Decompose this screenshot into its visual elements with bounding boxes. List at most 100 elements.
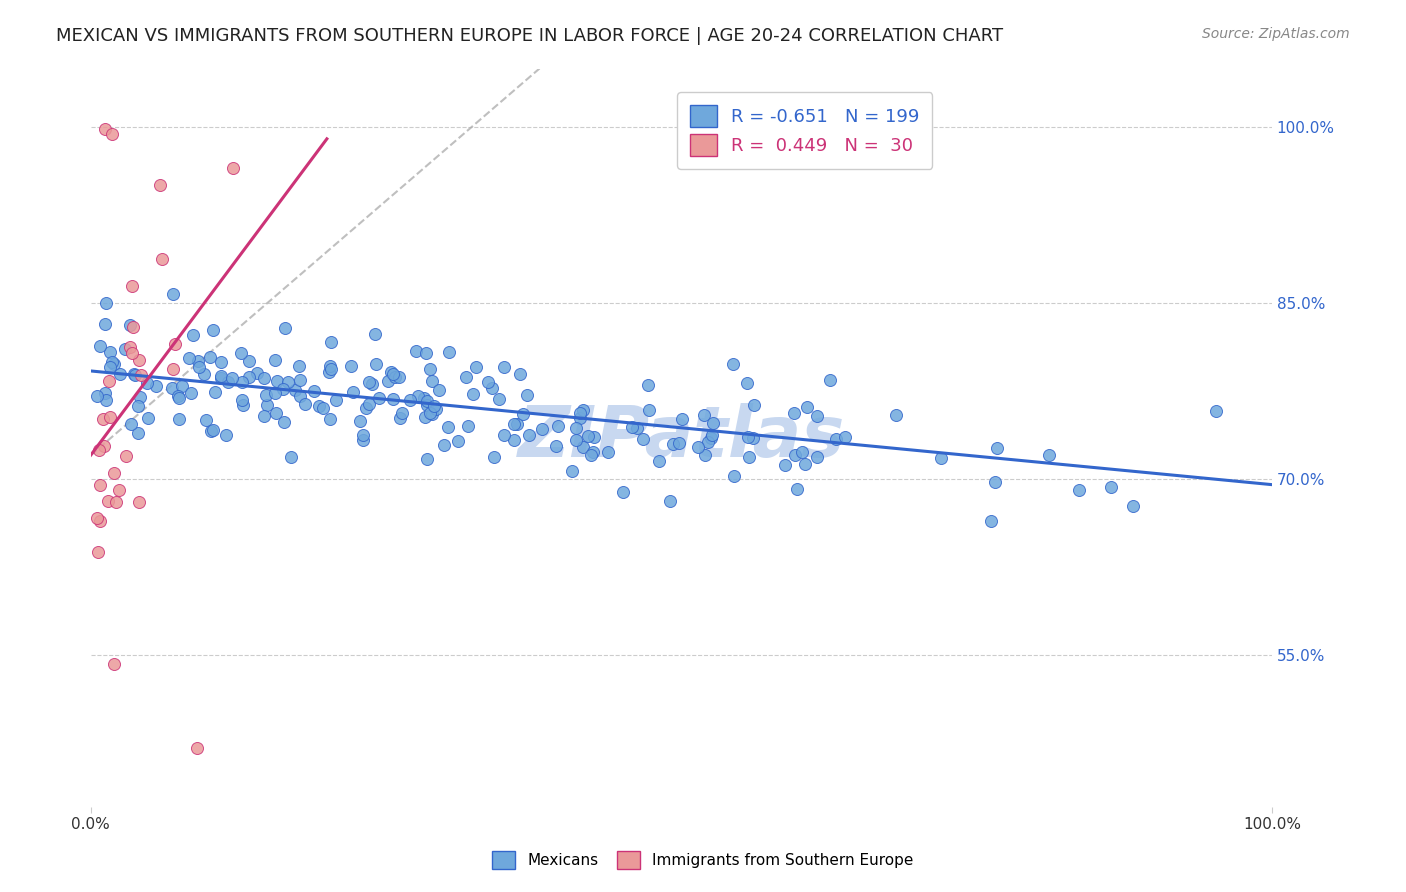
Point <box>425 401 447 416</box>
Point <box>737 430 759 444</box>
Point <box>412 391 434 405</box>
Point <box>416 394 439 409</box>
Point <box>388 370 411 384</box>
Point <box>702 428 724 442</box>
Point <box>367 391 389 405</box>
Point <box>127 425 149 440</box>
Point <box>114 449 136 463</box>
Point <box>391 406 413 420</box>
Point <box>1067 483 1090 497</box>
Point <box>806 450 828 465</box>
Point <box>742 431 765 445</box>
Point <box>818 373 841 387</box>
Legend: R = -0.651   N = 199, R =  0.449   N =  30: R = -0.651 N = 199, R = 0.449 N = 30 <box>676 92 932 169</box>
Point <box>696 434 718 449</box>
Point <box>221 371 243 385</box>
Point <box>94 122 117 136</box>
Text: MEXICAN VS IMMIGRANTS FROM SOUTHERN EUROPE IN LABOR FORCE | AGE 20-24 CORRELATIO: MEXICAN VS IMMIGRANTS FROM SOUTHERN EURO… <box>56 27 1004 45</box>
Point <box>215 428 238 442</box>
Point <box>596 445 619 459</box>
Point <box>238 370 260 384</box>
Point <box>284 383 307 397</box>
Point <box>695 448 717 462</box>
Point <box>124 368 146 383</box>
Point <box>794 457 817 471</box>
Point <box>264 406 287 420</box>
Point <box>512 408 534 422</box>
Point <box>352 428 374 442</box>
Point <box>359 397 381 411</box>
Point <box>637 378 659 392</box>
Point <box>620 420 643 434</box>
Point <box>108 483 131 497</box>
Point <box>1038 449 1060 463</box>
Point <box>509 367 531 381</box>
Point <box>983 475 1005 489</box>
Point <box>531 422 554 436</box>
Point <box>264 353 287 368</box>
Point <box>929 451 952 466</box>
Point <box>263 386 285 401</box>
Point <box>209 355 232 369</box>
Point <box>349 414 371 428</box>
Point <box>103 358 125 372</box>
Point <box>502 434 524 448</box>
Point <box>145 379 167 393</box>
Point <box>127 399 149 413</box>
Point <box>356 401 378 416</box>
Point <box>135 376 157 390</box>
Point <box>384 370 406 384</box>
Point <box>581 445 603 459</box>
Point <box>101 127 124 141</box>
Point <box>294 397 316 411</box>
Point <box>172 379 194 393</box>
Point <box>884 408 907 422</box>
Point <box>742 398 765 412</box>
Point <box>721 357 744 371</box>
Point <box>302 384 325 399</box>
Point <box>516 388 538 402</box>
Point <box>97 494 120 508</box>
Point <box>277 375 299 389</box>
Point <box>427 383 450 397</box>
Point <box>792 444 814 458</box>
Point <box>308 399 330 413</box>
Point <box>325 393 347 408</box>
Point <box>1099 480 1122 494</box>
Point <box>274 321 297 335</box>
Point <box>209 368 232 383</box>
Point <box>492 360 515 375</box>
Point <box>688 440 710 454</box>
Point <box>253 409 276 423</box>
Point <box>201 323 224 337</box>
Point <box>187 359 209 374</box>
Text: Source: ZipAtlas.com: Source: ZipAtlas.com <box>1202 27 1350 41</box>
Point <box>231 376 253 390</box>
Point <box>661 436 683 450</box>
Point <box>121 346 143 360</box>
Point <box>494 428 516 442</box>
Point <box>380 365 402 379</box>
Point <box>415 398 437 412</box>
Point <box>377 375 399 389</box>
Point <box>659 494 682 508</box>
Point <box>415 452 437 467</box>
Point <box>363 327 385 342</box>
Point <box>737 450 759 464</box>
Point <box>101 355 124 369</box>
Point <box>195 413 218 427</box>
Point <box>806 409 828 423</box>
Point <box>786 482 808 496</box>
Point <box>488 392 510 406</box>
Point <box>94 392 117 407</box>
Point <box>204 384 226 399</box>
Point <box>160 381 183 395</box>
Point <box>572 402 595 417</box>
Point <box>319 334 342 349</box>
Point <box>167 391 190 405</box>
Point <box>381 367 404 381</box>
Point <box>437 345 460 359</box>
Point <box>399 392 422 407</box>
Point <box>419 361 441 376</box>
Point <box>89 514 111 528</box>
